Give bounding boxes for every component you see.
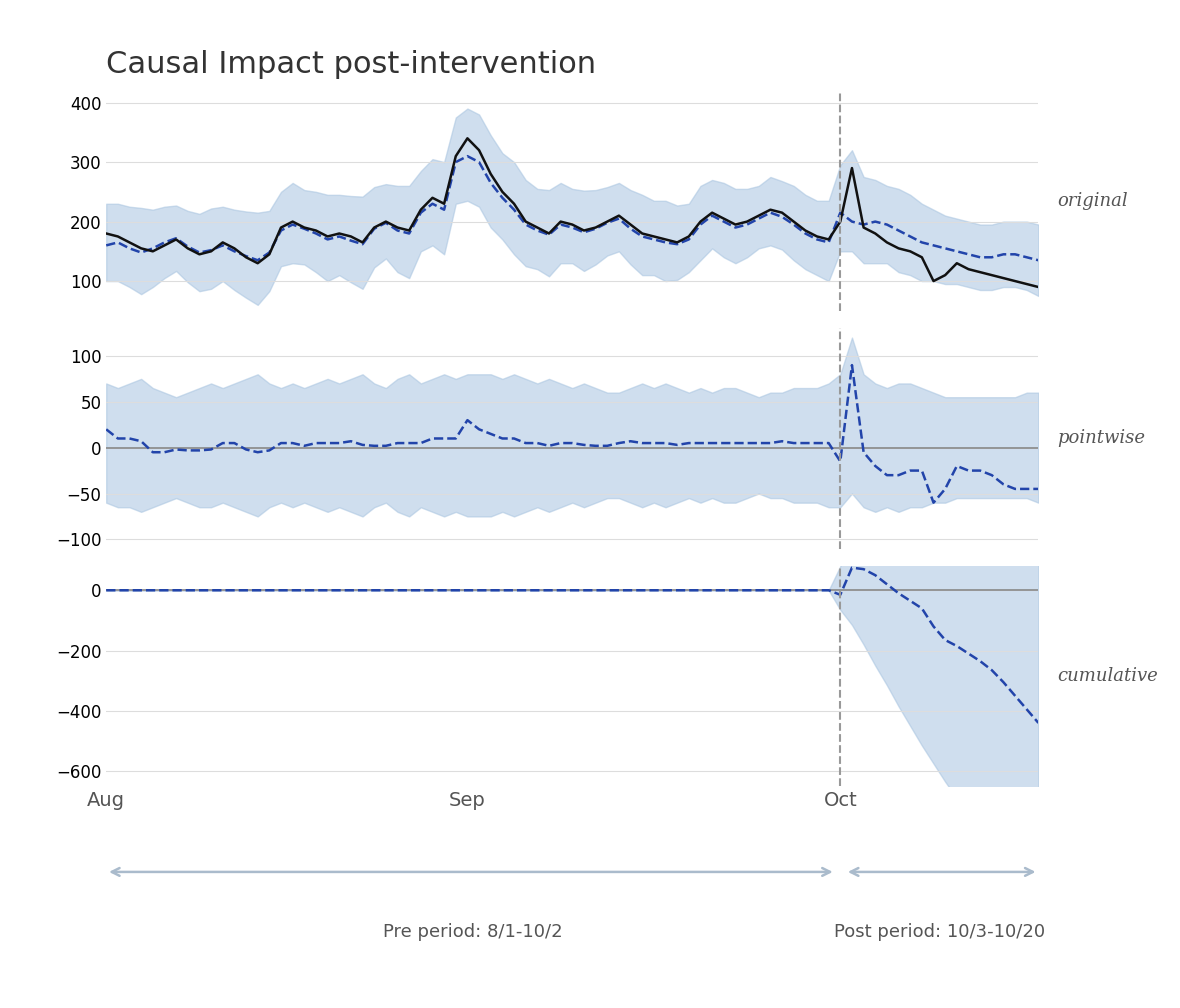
Text: Causal Impact post-intervention: Causal Impact post-intervention	[106, 50, 596, 80]
Text: pointwise: pointwise	[1057, 429, 1145, 448]
Text: cumulative: cumulative	[1057, 667, 1158, 685]
Text: Pre period: 8/1-10/2: Pre period: 8/1-10/2	[384, 923, 563, 941]
Text: Post period: 10/3-10/20: Post period: 10/3-10/20	[834, 923, 1045, 941]
Text: original: original	[1057, 192, 1128, 210]
